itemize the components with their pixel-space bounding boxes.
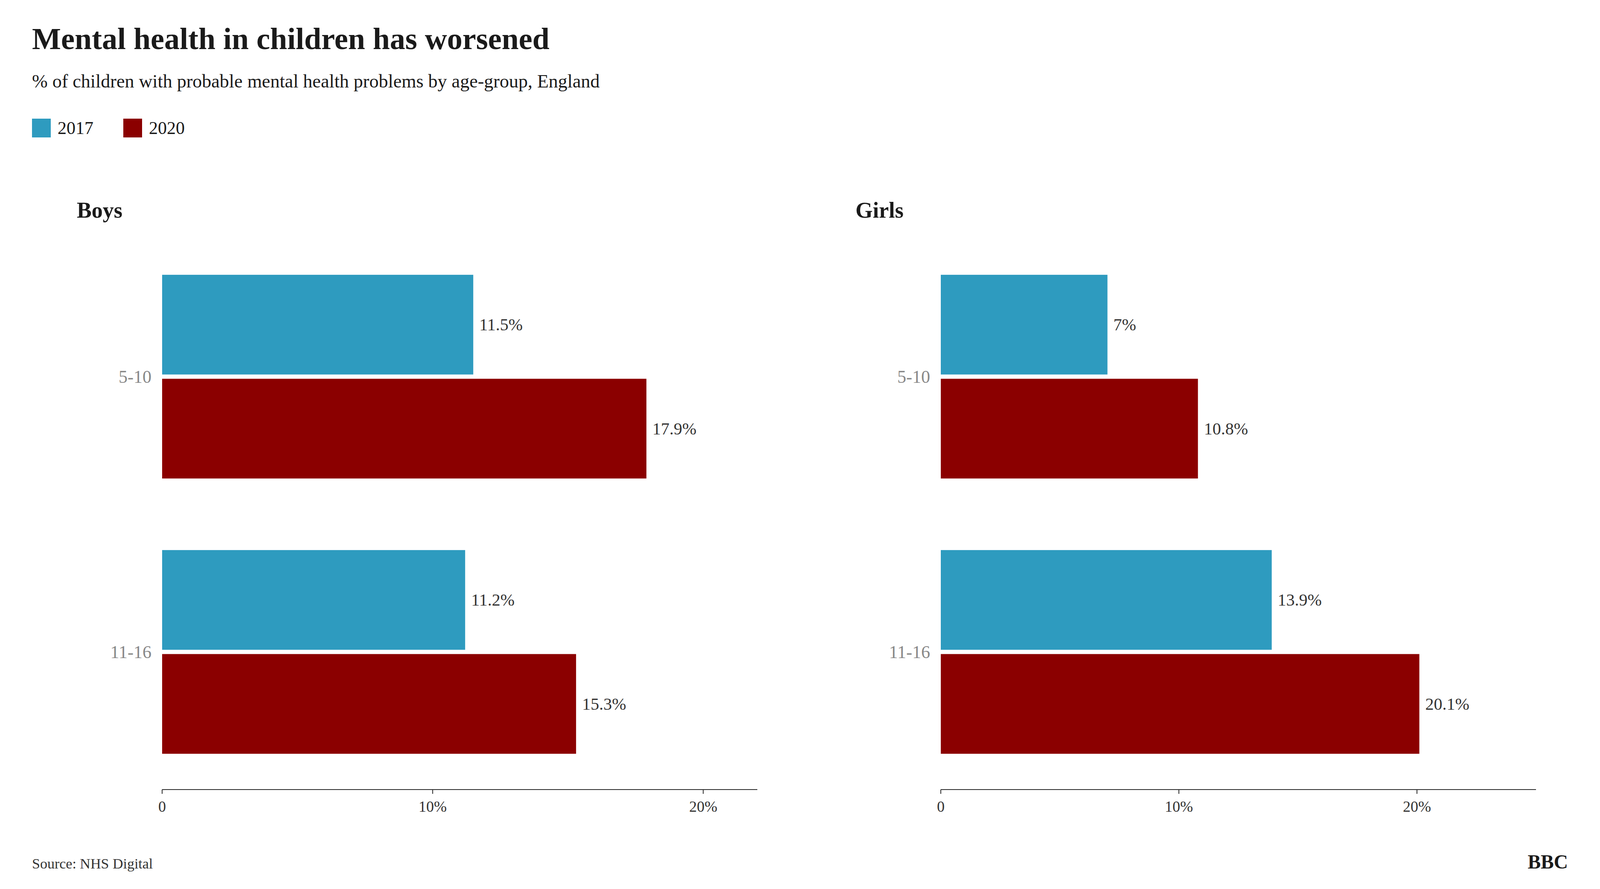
subtitle: % of children with probable mental healt… [32, 70, 600, 92]
background [0, 0, 1600, 889]
chart-title: Girls [855, 197, 904, 223]
legend: 2017 2020 [32, 118, 185, 138]
legend-swatch [32, 118, 51, 138]
x-axis: 0 10% 20% [936, 789, 1536, 815]
chart-title: Boys [76, 197, 123, 223]
source-note: Source: NHS Digital [32, 855, 153, 872]
data-label: 17.9% [652, 418, 697, 439]
panel: Boys 11.5% 17.9% 11.2% 15.3% 5-10 11-16 0 10% 20% [76, 197, 758, 815]
category-label: 11-16 [110, 642, 152, 662]
category-label: 11-16 [889, 642, 931, 662]
category-label: 5-10 [897, 366, 931, 387]
legend-label: 2020 [148, 118, 185, 138]
data-label: 10.8% [1204, 418, 1248, 439]
tick [161, 789, 163, 794]
category-axis: 5-10 11-16 [110, 366, 152, 662]
category-axis: 5-10 11-16 [889, 366, 931, 662]
tick [702, 789, 704, 794]
data-label: 15.3% [581, 694, 626, 714]
tick [1178, 789, 1180, 794]
bar [940, 274, 1108, 375]
brand-note: BBC [1527, 850, 1568, 873]
tick-label: 0 [158, 797, 166, 815]
legend-label: 2017 [57, 118, 94, 138]
data-label: 11.2% [471, 590, 515, 610]
axis-line [162, 788, 758, 790]
tick [940, 789, 942, 794]
bar [162, 549, 466, 650]
bar [940, 549, 1272, 650]
tick [1416, 789, 1418, 794]
tick-label: 10% [1164, 797, 1193, 815]
bars [162, 274, 647, 754]
tick [432, 789, 434, 794]
data-label: 20.1% [1425, 694, 1470, 714]
bar [162, 654, 576, 754]
tick-label: 0 [936, 797, 945, 815]
tick-label: 20% [689, 797, 718, 815]
category-label: 5-10 [118, 366, 152, 387]
panel: Girls 7% 10.8% 13.9% 20.1% 5-10 11-16 0 10% 20% [855, 197, 1536, 815]
legend-swatch [123, 118, 143, 138]
chart-page: Mental health in children has worsened % … [0, 0, 1600, 889]
data-label: 11.5% [479, 314, 523, 335]
bar [940, 654, 1420, 754]
tick-label: 20% [1402, 797, 1432, 815]
x-axis: 0 10% 20% [158, 789, 758, 815]
title: Mental health in children has worsened [32, 21, 550, 56]
value-labels: 11.5% 17.9% 11.2% 15.3% [471, 314, 697, 714]
data-label: 13.9% [1277, 590, 1322, 610]
bar [940, 378, 1199, 479]
tick-label: 10% [418, 797, 447, 815]
data-label: 7% [1113, 314, 1137, 335]
bars [940, 274, 1420, 754]
bar [162, 378, 647, 479]
value-labels: 7% 10.8% 13.9% 20.1% [1113, 314, 1470, 714]
bar [162, 274, 474, 375]
axis-line [940, 788, 1536, 790]
